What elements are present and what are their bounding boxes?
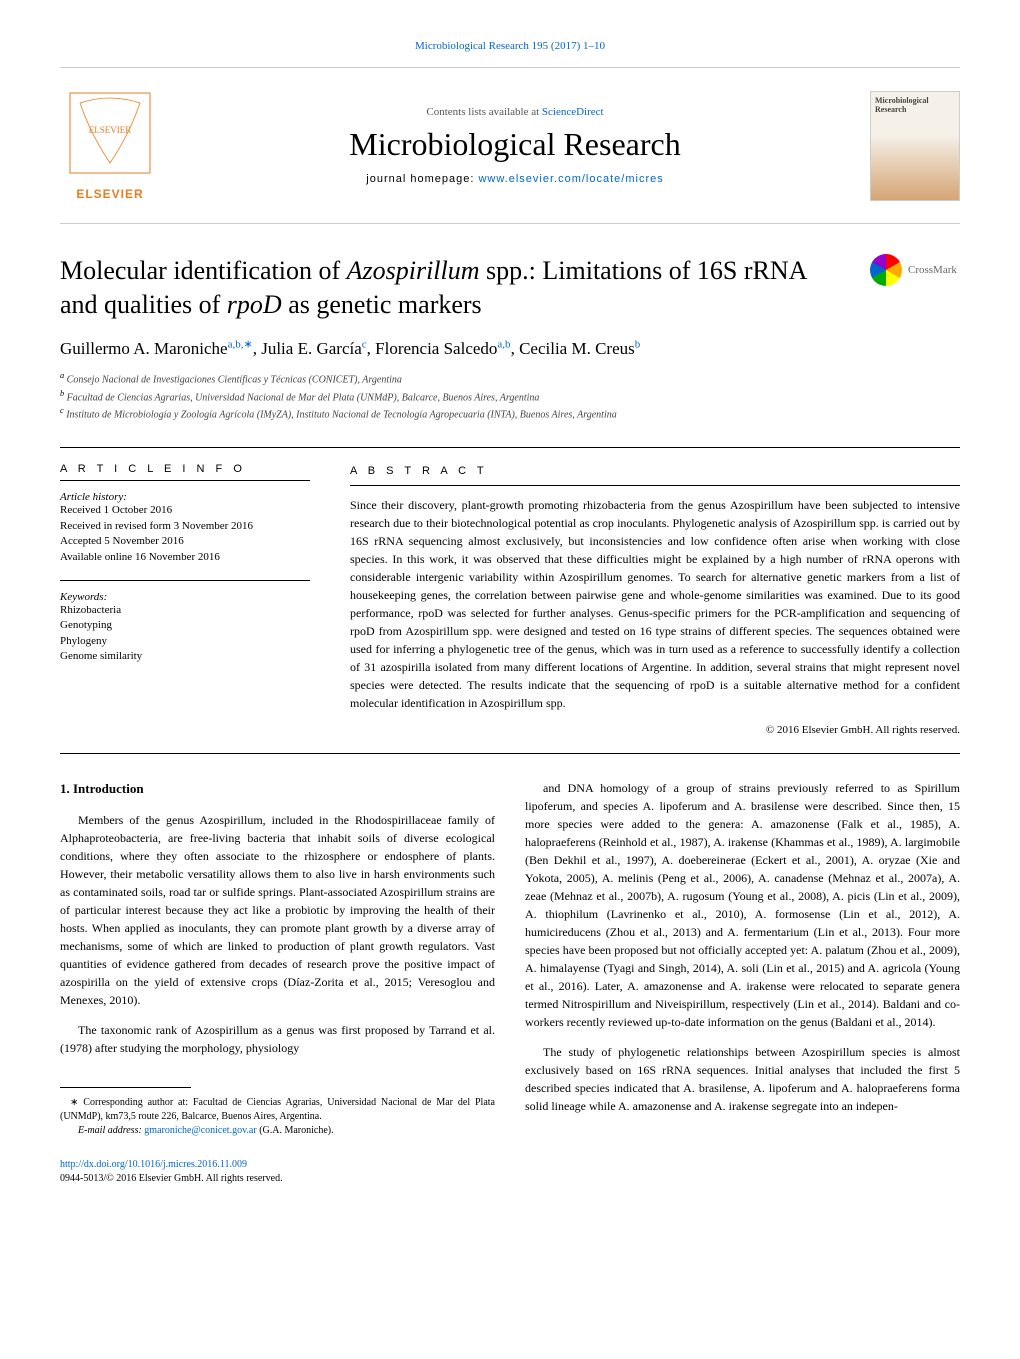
- crossmark-badge[interactable]: CrossMark: [870, 254, 960, 286]
- article-info-heading: A R T I C L E I N F O: [60, 463, 310, 481]
- svg-text:ELSEVIER: ELSEVIER: [76, 187, 143, 201]
- keyword: Phylogeny: [60, 634, 310, 649]
- author-affil-sup: a,b: [497, 338, 510, 350]
- contents-line: Contents lists available at ScienceDirec…: [160, 106, 870, 118]
- homepage-line: journal homepage: www.elsevier.com/locat…: [160, 173, 870, 185]
- author: Guillermo A. Maroniche: [60, 339, 228, 358]
- crossmark-label: CrossMark: [908, 264, 957, 276]
- right-column: and DNA homology of a group of strains p…: [525, 779, 960, 1186]
- author: Cecilia M. Creus: [519, 339, 635, 358]
- contents-prefix: Contents lists available at: [426, 106, 541, 118]
- affiliation-line: a Consejo Nacional de Investigaciones Ci…: [60, 370, 960, 387]
- header-center: Contents lists available at ScienceDirec…: [160, 106, 870, 185]
- title-text: Molecular identification of: [60, 256, 347, 285]
- article-info-column: A R T I C L E I N F O Article history: R…: [60, 448, 330, 753]
- abstract-column: A B S T R A C T Since their discovery, p…: [330, 448, 960, 753]
- online-line: Available online 16 November 2016: [60, 550, 310, 565]
- author-affil-sup: c: [362, 338, 367, 350]
- history-label: Article history:: [60, 491, 310, 503]
- author: Julia E. García: [261, 339, 362, 358]
- keywords-label: Keywords:: [60, 591, 310, 603]
- journal-cover-thumbnail: Microbiological Research: [870, 91, 960, 201]
- title-italic: rpoD: [227, 290, 282, 319]
- page-footer: http://dx.doi.org/10.1016/j.micres.2016.…: [60, 1158, 495, 1186]
- affiliation-text: Consejo Nacional de Investigaciones Cien…: [67, 375, 402, 386]
- corresponding-footnote: ∗ Corresponding author at: Facultad de C…: [60, 1096, 495, 1124]
- article-history-block: Article history: Received 1 October 2016…: [60, 491, 310, 565]
- affiliation-text: Instituto de Microbiología y Zoología Ag…: [66, 409, 617, 420]
- keyword: Genotyping: [60, 618, 310, 633]
- author-affil-sup: a,b,∗: [228, 338, 253, 350]
- affiliation-text: Facultad de Ciencias Agrarias, Universid…: [67, 392, 540, 403]
- title-text: as genetic markers: [282, 290, 482, 319]
- revised-line: Received in revised form 3 November 2016: [60, 519, 310, 534]
- affiliation-line: c Instituto de Microbiología y Zoología …: [60, 405, 960, 422]
- email-footnote: E-mail address: gmaroniche@conicet.gov.a…: [60, 1124, 495, 1138]
- author-list: Guillermo A. Maronichea,b,∗, Julia E. Ga…: [60, 337, 960, 361]
- email-link[interactable]: gmaroniche@conicet.gov.ar: [144, 1125, 256, 1136]
- issn-line: 0944-5013/© 2016 Elsevier GmbH. All righ…: [60, 1173, 283, 1184]
- body-paragraph: and DNA homology of a group of strains p…: [525, 779, 960, 1031]
- email-suffix: (G.A. Maroniche).: [257, 1125, 334, 1136]
- journal-title: Microbiological Research: [160, 126, 870, 163]
- journal-citation[interactable]: Microbiological Research 195 (2017) 1–10: [60, 40, 960, 52]
- info-divider: [60, 580, 310, 581]
- left-column: 1. Introduction Members of the genus Azo…: [60, 779, 495, 1186]
- cover-thumb-title: Microbiological Research: [871, 92, 959, 118]
- keyword: Genome similarity: [60, 649, 310, 664]
- svg-text:ELSEVIER: ELSEVIER: [89, 125, 132, 135]
- affiliation-line: b Facultad de Ciencias Agrarias, Univers…: [60, 388, 960, 405]
- abstract-copyright: © 2016 Elsevier GmbH. All rights reserve…: [350, 722, 960, 739]
- received-line: Received 1 October 2016: [60, 503, 310, 518]
- body-paragraph: Members of the genus Azospirillum, inclu…: [60, 811, 495, 1009]
- crossmark-icon: [870, 254, 902, 286]
- introduction-heading: 1. Introduction: [60, 779, 495, 799]
- body-paragraph: The study of phylogenetic relationships …: [525, 1043, 960, 1115]
- keywords-block: Keywords: Rhizobacteria Genotyping Phylo…: [60, 591, 310, 665]
- title-italic: Azospirillum: [347, 256, 480, 285]
- keyword: Rhizobacteria: [60, 603, 310, 618]
- body-paragraph: The taxonomic rank of Azospirillum as a …: [60, 1021, 495, 1057]
- affiliations: a Consejo Nacional de Investigaciones Ci…: [60, 370, 960, 422]
- accepted-line: Accepted 5 November 2016: [60, 534, 310, 549]
- author: Florencia Salcedo: [375, 339, 497, 358]
- sciencedirect-link[interactable]: ScienceDirect: [542, 106, 604, 118]
- abstract-heading: A B S T R A C T: [350, 463, 960, 486]
- section-divider: [60, 753, 960, 754]
- doi-link[interactable]: http://dx.doi.org/10.1016/j.micres.2016.…: [60, 1159, 247, 1170]
- author-affil-sup: b: [635, 338, 641, 350]
- abstract-text: Since their discovery, plant-growth prom…: [350, 496, 960, 712]
- article-title: Molecular identification of Azospirillum…: [60, 254, 850, 322]
- email-label: E-mail address:: [78, 1125, 144, 1136]
- header-box: ELSEVIER ELSEVIER Contents lists availab…: [60, 67, 960, 224]
- homepage-prefix: journal homepage:: [366, 173, 478, 185]
- body-text-columns: 1. Introduction Members of the genus Azo…: [60, 779, 960, 1186]
- homepage-link[interactable]: www.elsevier.com/locate/micres: [478, 173, 663, 185]
- elsevier-logo: ELSEVIER ELSEVIER: [60, 83, 160, 208]
- footnote-separator: [60, 1087, 191, 1088]
